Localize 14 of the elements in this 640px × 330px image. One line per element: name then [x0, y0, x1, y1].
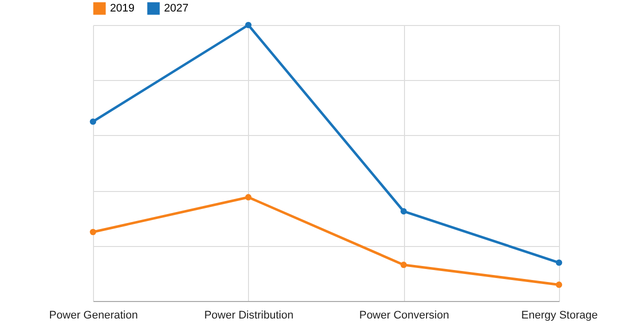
point	[400, 208, 407, 214]
x-tick-label: Power Distribution	[204, 310, 294, 322]
x-tick-label: Energy Storage	[521, 310, 598, 322]
point	[245, 194, 252, 200]
point	[90, 118, 96, 125]
point	[556, 282, 562, 288]
legend-label: 2027	[164, 2, 188, 15]
x-tick-label: Power Conversion	[359, 310, 450, 322]
legend-label: 2019	[110, 2, 134, 15]
x-tick-label: Power Generation	[49, 310, 138, 322]
point	[245, 22, 252, 28]
point	[556, 259, 562, 266]
point	[400, 262, 407, 268]
point	[90, 228, 96, 236]
